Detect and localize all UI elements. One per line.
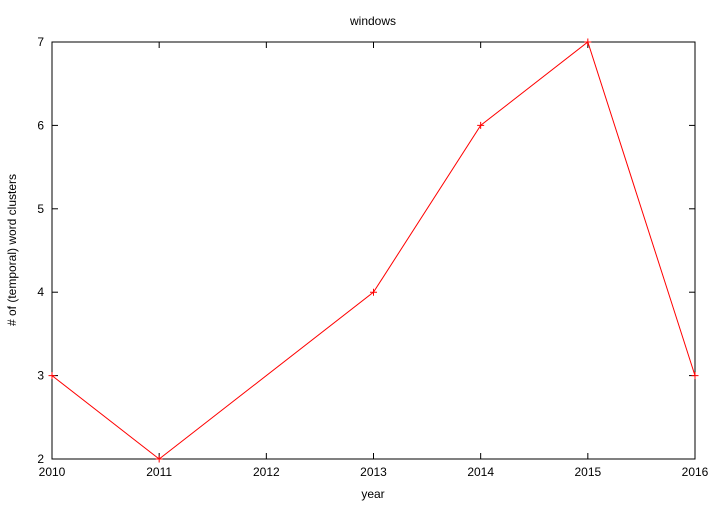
y-axis-label: # of (temporal) word clusters	[5, 174, 19, 326]
y-tick-label: 5	[37, 202, 44, 216]
data-point-marker	[691, 372, 699, 380]
y-tick-label: 3	[37, 369, 44, 383]
x-tick-label: 2016	[682, 465, 709, 479]
x-tick-label: 2013	[360, 465, 387, 479]
x-axis: 2010 2011 2012 2013 2014 2015 2016	[39, 42, 709, 479]
data-point-marker	[477, 121, 485, 129]
chart-title: windows	[349, 14, 396, 28]
series-layer	[48, 38, 699, 463]
x-tick-label: 2010	[39, 465, 66, 479]
data-point-marker	[48, 372, 56, 380]
y-tick-label: 7	[37, 35, 44, 49]
y-axis: 2 3 4 5 6 7	[37, 35, 695, 466]
x-tick-label: 2015	[574, 465, 601, 479]
data-point-marker	[155, 455, 163, 463]
x-tick-label: 2012	[253, 465, 280, 479]
y-tick-label: 2	[37, 452, 44, 466]
y-tick-label: 6	[37, 118, 44, 132]
y-tick-label: 4	[37, 285, 44, 299]
plot-frame	[51, 41, 696, 460]
series-line	[51, 41, 696, 460]
x-tick-label: 2011	[146, 465, 172, 479]
x-tick-label: 2014	[467, 465, 494, 479]
data-point-marker	[370, 288, 377, 296]
x-axis-label: year	[361, 487, 384, 501]
data-point-marker	[584, 38, 592, 46]
